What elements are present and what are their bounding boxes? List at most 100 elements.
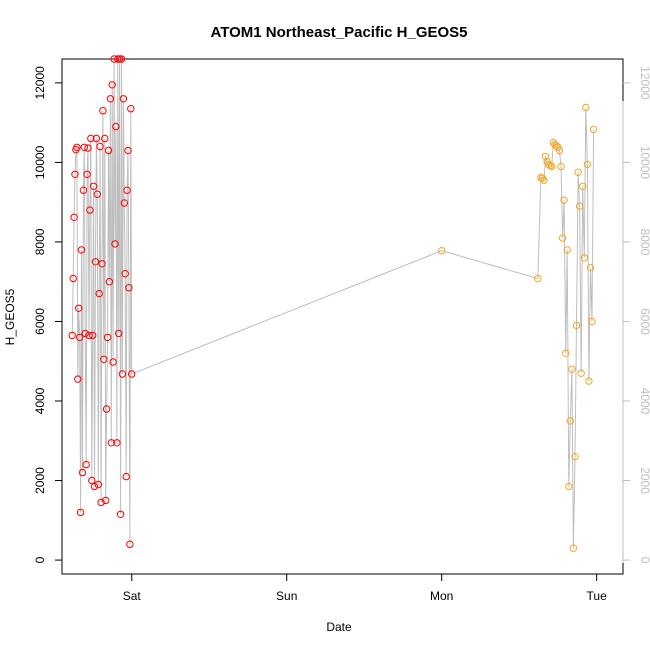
data-point xyxy=(588,317,596,326)
data-point xyxy=(117,55,126,63)
data-point xyxy=(438,247,446,255)
data-point xyxy=(79,186,88,194)
data-point xyxy=(82,460,90,469)
data-point xyxy=(557,162,565,171)
data-point xyxy=(99,107,107,115)
data-point xyxy=(115,329,123,338)
data-point xyxy=(111,240,119,248)
data-point xyxy=(119,95,128,103)
data-point xyxy=(579,182,587,191)
data-point xyxy=(92,134,101,143)
data-point xyxy=(98,260,106,268)
data-point xyxy=(87,134,95,143)
data-point xyxy=(121,270,129,278)
data-point xyxy=(575,202,584,210)
data-point xyxy=(565,482,573,491)
data-point xyxy=(104,146,113,155)
data-point xyxy=(113,439,121,447)
data-point xyxy=(128,370,136,378)
data-points xyxy=(68,55,598,552)
data-point xyxy=(568,365,576,373)
data-point xyxy=(574,168,582,177)
right-tick-label: 0 xyxy=(638,557,650,564)
right-tick-label: 12000 xyxy=(638,66,650,100)
plot-frame xyxy=(61,58,624,575)
data-point xyxy=(122,472,130,481)
data-point xyxy=(105,278,114,286)
data-point xyxy=(89,331,97,340)
data-point xyxy=(106,95,115,103)
data-point xyxy=(103,333,112,342)
y-axis-ticks: 0 2000 4000 6000 8000 10000 12000 xyxy=(33,66,62,563)
data-point xyxy=(97,498,105,507)
y-tick-label: 12000 xyxy=(33,66,47,100)
data-point xyxy=(90,482,99,491)
data-point xyxy=(124,146,132,155)
y-tick-label: 8000 xyxy=(33,228,47,255)
data-point xyxy=(571,453,579,461)
data-point xyxy=(540,176,548,185)
data-point xyxy=(102,496,110,505)
right-tick-label: 8000 xyxy=(638,229,650,256)
y-tick-label: 0 xyxy=(33,556,47,563)
data-point xyxy=(118,370,127,378)
data-point xyxy=(94,480,103,489)
x-tick-label: Sun xyxy=(276,589,297,603)
right-tick-label: 2000 xyxy=(638,467,650,494)
y-tick-label: 4000 xyxy=(33,387,47,414)
data-point xyxy=(71,170,79,179)
series-2-points xyxy=(438,103,598,552)
data-point xyxy=(548,162,556,171)
data-point xyxy=(78,468,87,477)
data-point xyxy=(586,264,595,272)
chart-title: ATOM1 Northeast_Pacific H_GEOS5 xyxy=(210,24,467,41)
data-point xyxy=(81,329,89,338)
data-point xyxy=(112,122,120,131)
data-point xyxy=(580,254,588,262)
data-point xyxy=(102,405,111,413)
data-point xyxy=(583,160,592,169)
y-tick-label: 6000 xyxy=(33,308,47,335)
data-point xyxy=(68,331,76,340)
data-point xyxy=(558,234,567,242)
data-point xyxy=(538,174,547,183)
data-point xyxy=(560,196,568,204)
data-point xyxy=(89,182,98,191)
y-tick-label: 2000 xyxy=(33,467,47,494)
data-point xyxy=(108,81,116,89)
data-point xyxy=(70,213,78,222)
data-point xyxy=(88,476,96,485)
data-point xyxy=(109,358,117,366)
data-point xyxy=(96,142,104,151)
series-1-points xyxy=(68,55,136,548)
data-point xyxy=(83,170,91,179)
data-point xyxy=(93,190,102,198)
data-point xyxy=(77,246,86,254)
x-tick-label: Mon xyxy=(430,589,453,603)
y-tick-label: 10000 xyxy=(33,145,47,179)
data-point xyxy=(116,510,125,518)
data-point xyxy=(585,377,593,385)
data-point xyxy=(95,289,103,298)
data-point xyxy=(582,103,590,112)
data-point xyxy=(69,274,77,283)
data-point xyxy=(110,55,118,63)
data-point xyxy=(589,125,598,134)
right-axis-ticks: 0 2000 4000 6000 8000 10000 12000 xyxy=(623,66,650,564)
right-tick-label: 4000 xyxy=(638,388,650,415)
x-axis-label: Date xyxy=(326,620,352,634)
data-point xyxy=(84,144,92,152)
data-point xyxy=(123,186,131,194)
data-point xyxy=(120,199,129,207)
data-point xyxy=(101,134,109,143)
data-point xyxy=(125,284,133,292)
data-point xyxy=(74,375,82,383)
data-point xyxy=(107,439,116,447)
data-point xyxy=(577,369,585,377)
x-tick-label: Tue xyxy=(587,589,608,603)
series-connector-lines xyxy=(71,58,595,549)
connector-line xyxy=(71,58,595,549)
x-axis-ticks: Sat Sun Mon Tue xyxy=(123,574,607,603)
data-point xyxy=(541,152,550,161)
